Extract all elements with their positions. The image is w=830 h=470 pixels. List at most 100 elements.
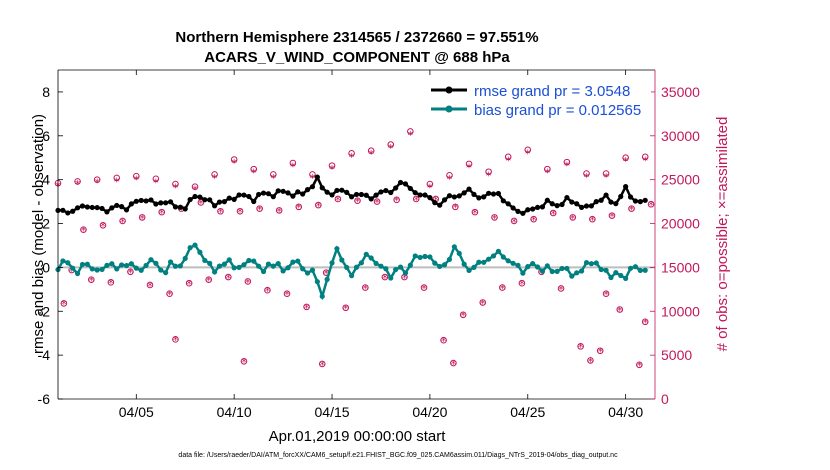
bias-series-marker (339, 257, 345, 263)
obs-possible-marker (393, 196, 400, 204)
bias-series-marker (402, 270, 409, 276)
rmse-series-marker (456, 193, 462, 199)
obs-possible-marker (641, 153, 649, 161)
obs-assimilated-marker: * (61, 298, 67, 311)
rmse-series-marker (451, 194, 457, 200)
rmse-series-marker (270, 194, 276, 200)
data-file-footnote: data file: /Users/raeder/DAI/ATM_forcXX/… (178, 452, 618, 459)
legend-bias-marker (445, 105, 453, 113)
bias-series-marker (94, 267, 100, 273)
ticks-layer: 04/05 04/10 04/15 04/20 04/25 04/30 -6 -4 -2 0 2 4 6… (38, 70, 700, 420)
obs-assimilated-marker: * (192, 183, 198, 196)
obs-assimilated-marker: * (89, 275, 95, 288)
obs-assimilated-marker: * (394, 195, 400, 208)
bias-series-marker (588, 261, 594, 267)
obs-assimilated-marker: * (421, 282, 427, 295)
x-tick-label: 04/20 (412, 404, 447, 420)
rmse-series-marker (148, 197, 154, 203)
obs-possible-marker (185, 279, 193, 287)
bias-series-marker (388, 275, 394, 281)
bias-series-marker (456, 250, 462, 257)
obs-assimilated-marker: * (335, 194, 341, 207)
obs-assimilated-marker: * (226, 272, 232, 285)
obs-assimilated-marker: * (75, 178, 81, 191)
obs-assimilated-marker: * (511, 216, 517, 229)
obs-assimilated-marker: * (139, 212, 145, 225)
obs-possible-marker (205, 276, 213, 283)
rmse-series-marker (177, 204, 183, 210)
obs-possible-marker (407, 128, 414, 135)
obs-assimilated-marker: * (179, 203, 185, 216)
bias-series-marker (637, 267, 643, 274)
obs-possible-marker (152, 175, 160, 183)
rmse-series-marker (397, 179, 404, 186)
obs-possible-marker (622, 154, 629, 162)
obs-possible-marker (315, 201, 322, 209)
obs-possible-marker (211, 171, 218, 178)
obs-possible-marker (596, 347, 604, 355)
bias-series-marker (324, 276, 330, 282)
rmse-series-marker (417, 192, 423, 198)
bias-series-marker (344, 264, 350, 271)
bias-series-marker (623, 275, 629, 281)
rmse-series-marker (241, 192, 247, 198)
bias-series-marker (319, 293, 325, 299)
bias-series-marker (539, 268, 546, 274)
rmse-series-marker (432, 200, 438, 206)
obs-assimilated-marker: * (374, 196, 380, 209)
obs-assimilated-marker: * (316, 200, 322, 213)
obs-possible-marker (440, 336, 447, 344)
rmse-series-marker (593, 199, 599, 205)
obs-assimilated-marker: * (128, 267, 134, 280)
rmse-series-marker (309, 184, 316, 190)
bias-series-marker (123, 262, 130, 269)
bias-series-marker (128, 261, 135, 267)
y-tick-label-right: 15000 (661, 259, 700, 275)
rmse-series-marker (520, 210, 526, 216)
obs-assimilated-marker: * (603, 289, 609, 302)
obs-assimilated-marker: * (648, 199, 654, 212)
obs-assimilated-marker: * (284, 289, 290, 302)
bias-series-marker (119, 262, 125, 268)
bias-series-marker (534, 264, 541, 270)
rmse-series-marker (559, 201, 565, 208)
obs-possible-marker (191, 183, 199, 190)
obs-assimilated-marker: * (447, 173, 453, 186)
obs-possible-marker (240, 357, 248, 365)
obs-assimilated-marker: * (603, 171, 609, 184)
obs-assimilated-marker: * (265, 285, 271, 298)
obs-possible-marker (479, 299, 487, 306)
bias-series-marker (148, 257, 154, 263)
bias-series-marker (138, 267, 144, 273)
rmse-series-marker (109, 205, 115, 211)
rmse-series-marker (583, 203, 590, 209)
obs-possible-marker (569, 214, 577, 221)
obs-possible-marker (334, 195, 342, 203)
rmse-series-marker (383, 187, 389, 194)
rmse-series-marker (300, 191, 306, 197)
bias-series-marker (109, 261, 115, 267)
rmse-series-marker (623, 184, 629, 190)
y-axis-label-left: rmse and bias (model - observation) (30, 114, 47, 354)
bias-series-marker (309, 267, 316, 273)
rmse-series-marker (167, 199, 174, 205)
bias-series-marker (167, 259, 174, 265)
rmse-series-marker (65, 210, 71, 216)
bias-series-marker (231, 265, 237, 271)
bias-series-marker (60, 258, 66, 264)
obs-possible-marker (172, 180, 179, 188)
obs-possible-marker (138, 214, 146, 221)
obs-assimilated-marker: * (413, 194, 419, 207)
bias-series-marker (515, 262, 521, 268)
rmse-series-marker (84, 204, 90, 210)
obs-possible-marker (354, 197, 361, 205)
obs-assimilated-marker: * (310, 172, 316, 185)
bias-series-marker (363, 251, 369, 257)
obs-possible-marker (303, 303, 310, 311)
y-tick-label-left: -2 (38, 303, 51, 319)
bias-series-marker (407, 262, 413, 268)
rmse-series-marker (324, 189, 330, 195)
bias-series-marker (549, 268, 555, 275)
obs-possible-marker (452, 203, 459, 211)
bias-series-marker (554, 268, 560, 274)
